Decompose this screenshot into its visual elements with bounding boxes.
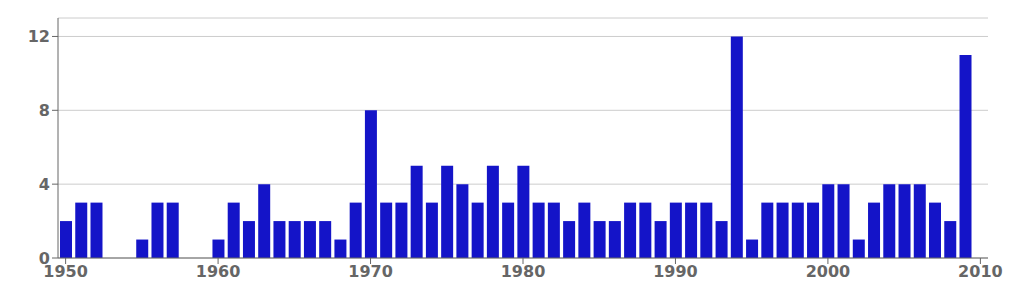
svg-text:1950: 1950: [43, 262, 88, 281]
svg-text:1990: 1990: [653, 262, 698, 281]
svg-text:1980: 1980: [501, 262, 546, 281]
svg-text:0: 0: [39, 249, 50, 268]
svg-text:1970: 1970: [348, 262, 393, 281]
svg-text:4: 4: [39, 175, 50, 194]
svg-text:2000: 2000: [806, 262, 851, 281]
svg-text:1960: 1960: [196, 262, 241, 281]
svg-text:2010: 2010: [958, 262, 1003, 281]
svg-text:12: 12: [28, 27, 50, 46]
svg-text:8: 8: [39, 101, 50, 120]
